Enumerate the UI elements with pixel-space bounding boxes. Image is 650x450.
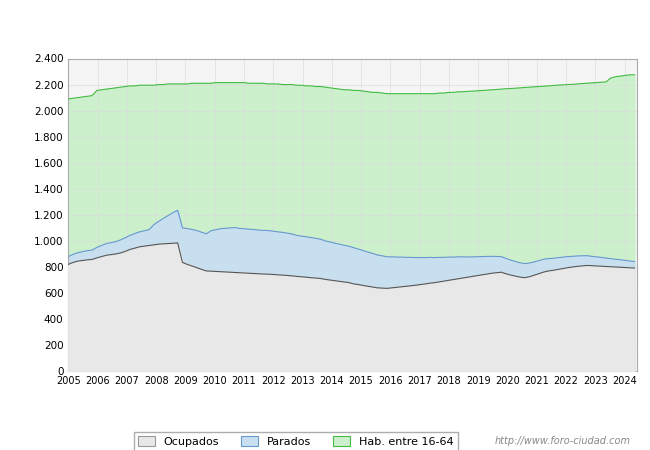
Legend: Ocupados, Parados, Hab. entre 16-64: Ocupados, Parados, Hab. entre 16-64	[133, 432, 458, 450]
Text: http://www.foro-ciudad.com: http://www.foro-ciudad.com	[495, 436, 630, 446]
Text: Sant Jaume d'Enveja - Evolucion de la poblacion en edad de Trabajar Mayo de 2024: Sant Jaume d'Enveja - Evolucion de la po…	[70, 18, 580, 31]
